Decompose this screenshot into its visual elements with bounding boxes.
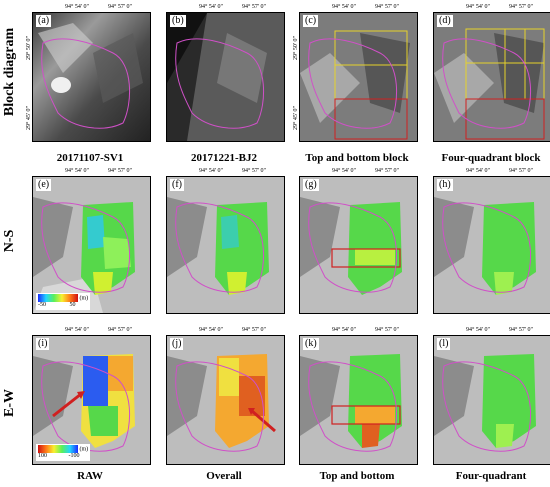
lon-label: 94° 54' 0" xyxy=(199,327,223,333)
lon-label: 94° 57' 0" xyxy=(242,4,266,10)
lat-label: 29° 45' 0" xyxy=(26,106,32,130)
block-diagram-top-bottom xyxy=(300,13,417,141)
lon-label: 94° 57' 0" xyxy=(108,327,132,333)
panel-d: (d) xyxy=(433,12,550,142)
panel-a: (a) xyxy=(32,12,151,142)
caption-bj2: 20171221-BJ2 xyxy=(191,152,257,164)
legend-ns: (m) -50 50 xyxy=(36,292,91,310)
panel-j: (j) xyxy=(166,335,285,465)
legend-min: -50 xyxy=(38,302,46,308)
lon-label: 94° 54' 0" xyxy=(199,168,223,174)
lat-label: 29° 50' 0" xyxy=(293,36,299,60)
legend-unit: (m) xyxy=(79,295,89,301)
ns-displacement-map-g xyxy=(300,177,417,313)
panel-tag: (l) xyxy=(437,338,451,350)
ew-displacement-map-l xyxy=(434,336,550,464)
lat-label: 29° 45' 0" xyxy=(293,106,299,130)
caption-raw: RAW xyxy=(77,470,103,482)
row-label-ns: N-S xyxy=(2,229,17,253)
colorbar-ns xyxy=(38,293,78,302)
lon-label: 94° 57' 0" xyxy=(509,4,533,10)
panel-tag: (h) xyxy=(437,179,453,191)
panel-f: (f) xyxy=(166,176,285,314)
lon-label: 94° 57' 0" xyxy=(108,168,132,174)
panel-b: (b) xyxy=(166,12,285,142)
panel-tag: (a) xyxy=(36,15,52,27)
ew-displacement-map-j xyxy=(167,336,284,464)
caption-top-and-bottom: Top and bottom xyxy=(319,470,395,482)
lon-label: 94° 57' 0" xyxy=(108,4,132,10)
lon-label: 94° 57' 0" xyxy=(375,4,399,10)
caption-overall: Overall xyxy=(206,470,242,482)
panel-tag: (c) xyxy=(303,15,319,27)
panel-tag: (b) xyxy=(170,15,186,27)
panel-h: (h) xyxy=(433,176,550,314)
caption-sv1: 20171107-SV1 xyxy=(56,152,124,164)
lon-label: 94° 54' 0" xyxy=(332,168,356,174)
panel-tag: (d) xyxy=(437,15,453,27)
panel-tag: (e) xyxy=(36,179,52,191)
colorbar-ew xyxy=(38,444,78,453)
panel-g: (g) xyxy=(299,176,418,314)
lon-label: 94° 54' 0" xyxy=(65,327,89,333)
caption-four-quadrant: Four-quadrant xyxy=(455,470,527,482)
lon-label: 94° 54' 0" xyxy=(199,4,223,10)
lon-label: 94° 57' 0" xyxy=(509,168,533,174)
panel-l: (l) xyxy=(433,335,550,465)
legend-unit: (m) xyxy=(79,446,89,452)
caption-four-quadrant-block: Four-quadrant block xyxy=(441,152,541,164)
caption-top-bottom-block: Top and bottom block xyxy=(305,152,409,164)
lon-label: 94° 57' 0" xyxy=(242,327,266,333)
ns-displacement-map-f xyxy=(167,177,284,313)
satellite-image-bj2 xyxy=(167,13,284,141)
lon-label: 94° 54' 0" xyxy=(466,168,490,174)
lon-label: 94° 57' 0" xyxy=(375,327,399,333)
block-diagram-four-quadrant xyxy=(434,13,550,141)
panel-i: (i) (m) 100 -100 xyxy=(32,335,151,465)
row-label-ew: E-W xyxy=(2,389,17,417)
panel-tag: (f) xyxy=(170,179,184,191)
panel-tag: (i) xyxy=(36,338,50,350)
panel-k: (k) xyxy=(299,335,418,465)
legend-ew: (m) 100 -100 xyxy=(36,443,91,461)
lon-label: 94° 57' 0" xyxy=(375,168,399,174)
legend-min: 100 xyxy=(38,453,47,459)
ew-displacement-map-i xyxy=(33,336,150,464)
panel-tag: (k) xyxy=(303,338,319,350)
row-label-block-diagram: Block diagram xyxy=(2,27,17,117)
lat-label: 29° 50' 0" xyxy=(26,36,32,60)
legend-max: 50 xyxy=(69,302,76,308)
lon-label: 94° 54' 0" xyxy=(332,4,356,10)
panel-tag: (g) xyxy=(303,179,319,191)
panel-tag: (j) xyxy=(170,338,184,350)
ns-displacement-map-h xyxy=(434,177,550,313)
legend-max: -100 xyxy=(68,453,80,459)
ew-displacement-map-k xyxy=(300,336,417,464)
lon-label: 94° 54' 0" xyxy=(65,4,89,10)
panel-e: (e) (m) -50 50 xyxy=(32,176,151,314)
lon-label: 94° 54' 0" xyxy=(332,327,356,333)
lon-label: 94° 57' 0" xyxy=(242,168,266,174)
lon-label: 94° 54' 0" xyxy=(65,168,89,174)
lon-label: 94° 54' 0" xyxy=(466,327,490,333)
satellite-image-sv1 xyxy=(33,13,150,141)
panel-c: (c) xyxy=(299,12,418,142)
lon-label: 94° 54' 0" xyxy=(466,4,490,10)
lon-label: 94° 57' 0" xyxy=(509,327,533,333)
